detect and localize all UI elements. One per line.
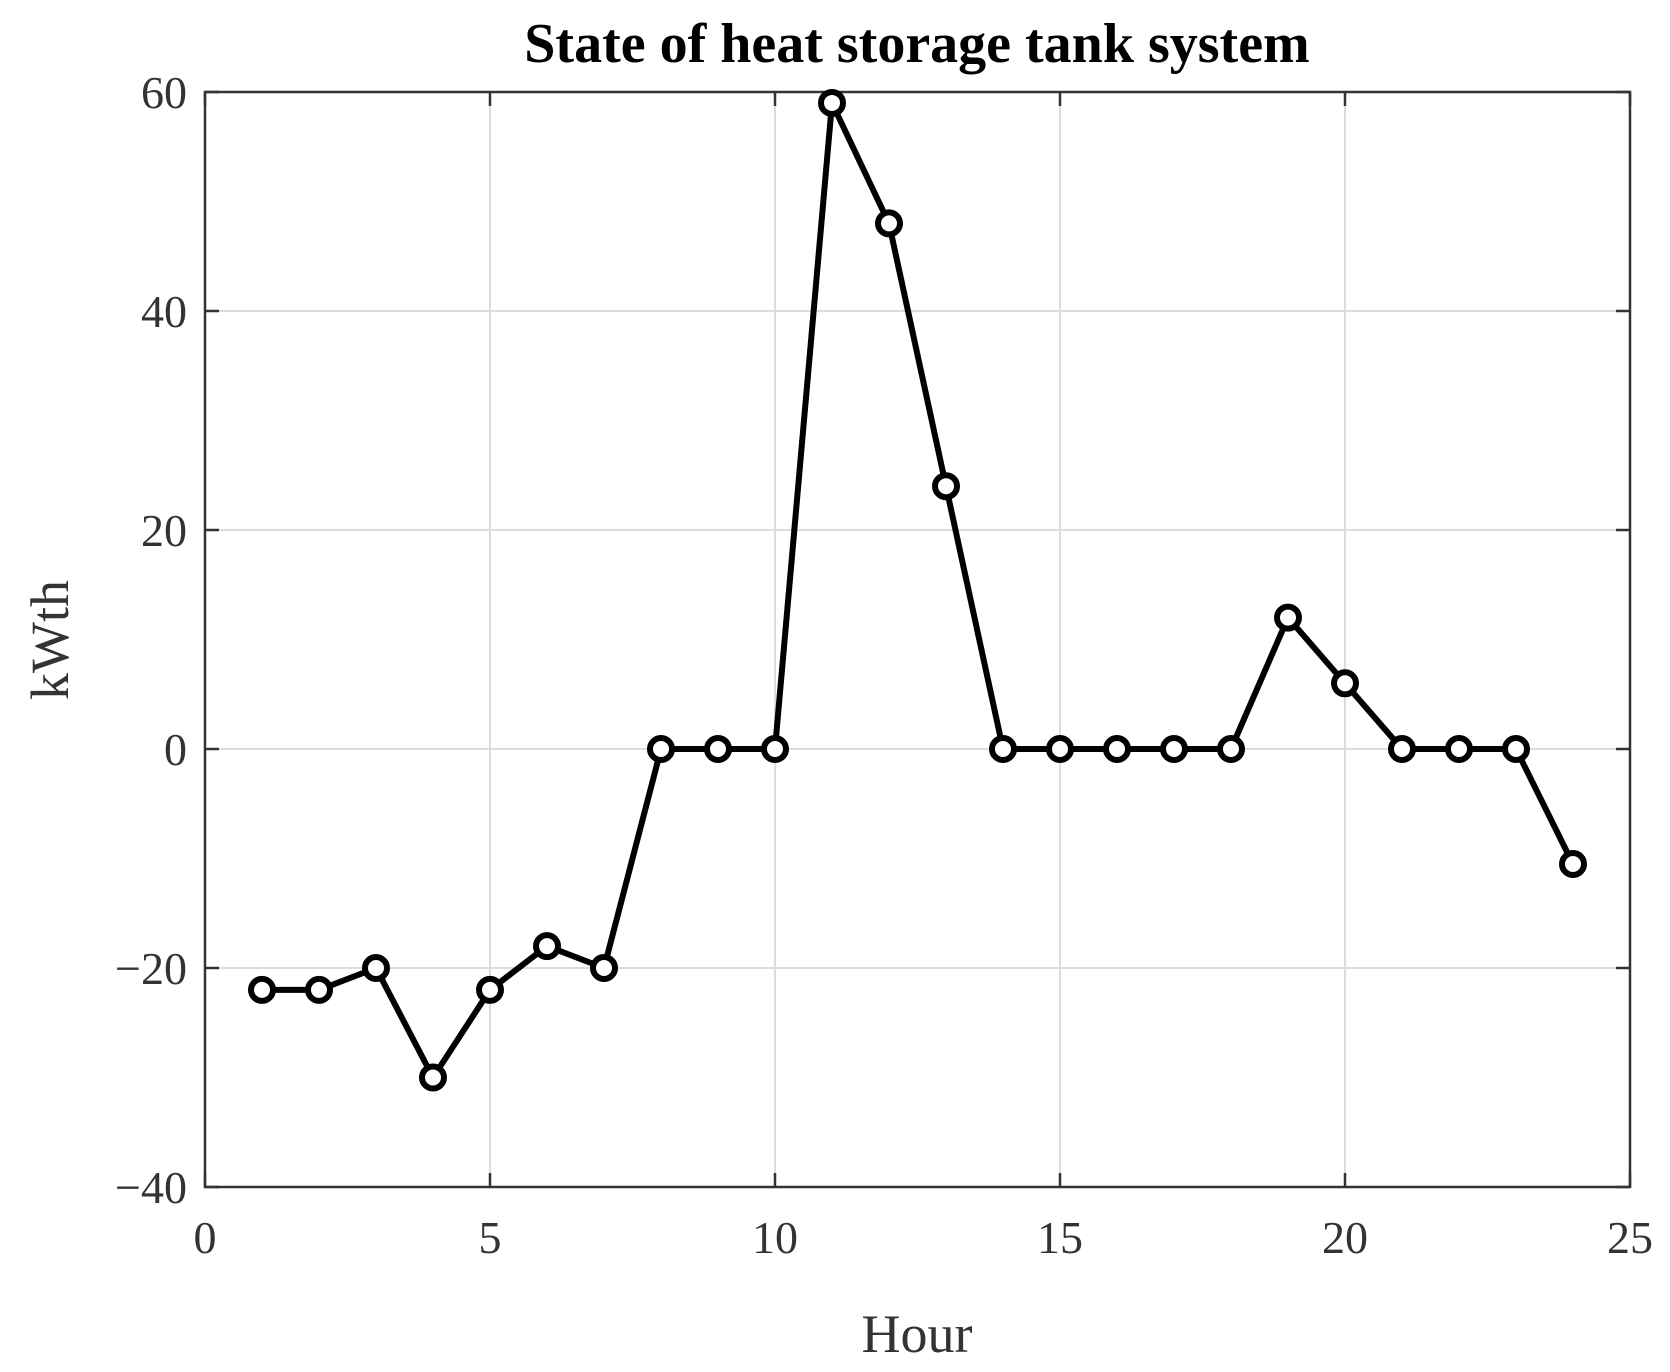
x-tick-label: 25 [1607,1212,1653,1263]
tick-layer: 0 5 10 15 20 25 −40 −20 0 20 40 60 [115,67,1653,1263]
data-point-marker [1103,735,1131,763]
data-point-marker [1445,735,1473,763]
x-axis-label: Hour [862,1304,973,1364]
data-point-marker [704,735,732,763]
data-point-marker [248,975,276,1004]
x-tick-label: 10 [752,1212,798,1263]
x-tick-label: 15 [1037,1212,1083,1263]
x-tick-label: 0 [194,1212,217,1263]
data-point-marker [1274,603,1302,632]
series-layer [259,100,1576,1081]
y-tick-label: 40 [141,286,187,337]
data-point-marker [590,954,618,982]
x-tick-label: 20 [1322,1212,1368,1263]
y-tick-label: 20 [141,505,187,556]
y-tick-label: −20 [115,943,187,994]
data-point-marker [1046,735,1074,763]
data-point-marker [1160,735,1188,763]
plot-frame [203,90,1632,1189]
data-point-marker [305,975,333,1004]
chart-title: State of heat storage tank system [524,13,1309,75]
data-point-marker [761,735,789,763]
y-tick-label: 0 [164,724,187,775]
data-point-marker [1502,735,1530,763]
y-axis-label: kWth [20,580,80,700]
data-point-marker [647,735,675,763]
data-point-marker [1331,669,1359,698]
data-point-marker [362,954,390,982]
marker-layer [248,88,1587,1092]
y-tick-label: 60 [141,67,187,118]
data-point-marker [875,209,903,238]
data-point-marker [1217,735,1245,763]
data-point-marker [1559,849,1587,878]
series-line [259,100,1576,1081]
data-point-marker [419,1063,447,1092]
data-point-marker [989,735,1017,763]
x-tick-label: 5 [479,1212,502,1263]
data-point-marker [476,975,504,1004]
data-point-marker [932,472,960,501]
data-point-marker [1388,735,1416,763]
data-point-marker [818,88,846,117]
data-point-marker [533,932,561,961]
grid-layer [205,92,1630,1187]
y-tick-label: −40 [115,1162,187,1213]
